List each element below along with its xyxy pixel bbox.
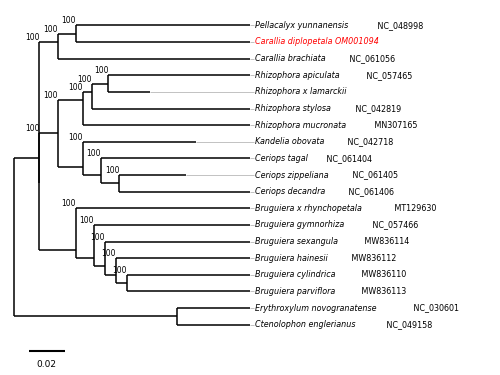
- Text: NC_049158: NC_049158: [384, 320, 432, 329]
- Text: MT129630: MT129630: [392, 204, 437, 213]
- Text: 100: 100: [90, 232, 105, 242]
- Text: Ceriops tagal: Ceriops tagal: [256, 154, 308, 163]
- Text: Erythroxylum novogranatense: Erythroxylum novogranatense: [256, 303, 377, 312]
- Text: 100: 100: [43, 91, 58, 100]
- Text: Rhizophora stylosa: Rhizophora stylosa: [256, 104, 332, 113]
- Text: 100: 100: [62, 199, 76, 208]
- Text: Bruguiera cylindrica: Bruguiera cylindrica: [256, 270, 336, 279]
- Text: Rhizophora x lamarckii: Rhizophora x lamarckii: [256, 87, 347, 96]
- Text: 100: 100: [105, 166, 120, 175]
- Text: Carallia diplopetala OM001094: Carallia diplopetala OM001094: [256, 38, 380, 46]
- Text: 100: 100: [68, 83, 83, 92]
- Text: 100: 100: [25, 33, 40, 42]
- Text: NC_061406: NC_061406: [346, 187, 394, 196]
- Text: NC_042718: NC_042718: [345, 137, 393, 146]
- Text: 100: 100: [68, 133, 83, 142]
- Text: NC_042819: NC_042819: [353, 104, 402, 113]
- Text: Kandelia obovata: Kandelia obovata: [256, 137, 325, 146]
- Text: NC_061056: NC_061056: [346, 54, 395, 63]
- Text: Ceriops decandra: Ceriops decandra: [256, 187, 326, 196]
- Text: Carallia brachiata: Carallia brachiata: [256, 54, 326, 63]
- Text: MW836112: MW836112: [350, 254, 397, 262]
- Text: NC_057465: NC_057465: [364, 71, 412, 80]
- Text: 100: 100: [43, 25, 58, 34]
- Text: 0.02: 0.02: [36, 360, 56, 369]
- Text: NC_061405: NC_061405: [350, 171, 399, 180]
- Text: NC_030601: NC_030601: [411, 303, 459, 312]
- Text: Rhizophora mucronata: Rhizophora mucronata: [256, 121, 346, 130]
- Text: MN307165: MN307165: [372, 121, 418, 130]
- Text: Rhizophora apiculata: Rhizophora apiculata: [256, 71, 340, 80]
- Text: 100: 100: [62, 16, 76, 26]
- Text: NC_061404: NC_061404: [324, 154, 372, 163]
- Text: 100: 100: [94, 66, 108, 75]
- Text: Bruguiera x rhynchopetala: Bruguiera x rhynchopetala: [256, 204, 362, 213]
- Text: 100: 100: [101, 249, 116, 258]
- Text: 100: 100: [80, 216, 94, 225]
- Text: Ceriops zippeliana: Ceriops zippeliana: [256, 171, 329, 180]
- Text: 100: 100: [86, 149, 101, 158]
- Text: NC_048998: NC_048998: [375, 21, 424, 30]
- Text: 100: 100: [25, 124, 40, 134]
- Text: MW836113: MW836113: [358, 287, 406, 296]
- Text: MW836110: MW836110: [359, 270, 406, 279]
- Text: Bruguiera parviflora: Bruguiera parviflora: [256, 287, 336, 296]
- Text: Ctenolophon englerianus: Ctenolophon englerianus: [256, 320, 356, 329]
- Text: 100: 100: [112, 266, 126, 275]
- Text: MW836114: MW836114: [362, 237, 410, 246]
- Text: Bruguiera hainesii: Bruguiera hainesii: [256, 254, 328, 262]
- Text: Pellacalyx yunnanensis: Pellacalyx yunnanensis: [256, 21, 348, 30]
- Text: 100: 100: [78, 75, 92, 84]
- Text: Bruguiera sexangula: Bruguiera sexangula: [256, 237, 338, 246]
- Text: NC_057466: NC_057466: [370, 220, 418, 230]
- Text: Bruguiera gymnorhiza: Bruguiera gymnorhiza: [256, 220, 344, 230]
